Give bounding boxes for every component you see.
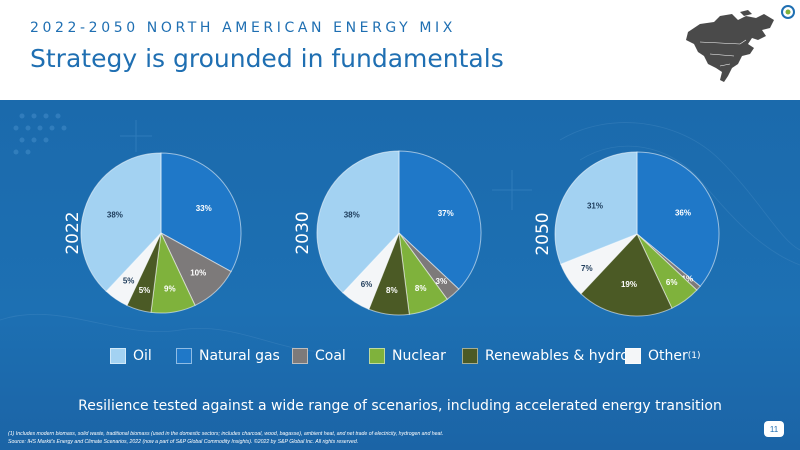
- legend-label: Nuclear: [392, 348, 446, 364]
- slice-value-label: 5%: [123, 277, 135, 286]
- pie-slice-natural-gas: [160, 152, 242, 273]
- pie-slice-renewables-hydro: [580, 233, 673, 317]
- page-number: 11: [764, 421, 784, 437]
- pie-year-label: 2030: [293, 211, 313, 254]
- slice-value-label: 38%: [107, 211, 123, 220]
- chart-legend: Oil Natural gas Coal Nuclear Renewables & hy…: [0, 346, 800, 368]
- legend-superscript: (1): [687, 351, 701, 361]
- legend-label: Natural gas: [199, 348, 280, 364]
- background-pattern: [0, 113, 800, 352]
- slice-value-label: 1%: [682, 275, 694, 284]
- footnote-line: (1) Includes modern biomass, solid waste…: [8, 431, 444, 437]
- slice-value-label: 38%: [344, 210, 360, 219]
- pie-slice-oil: [80, 152, 162, 293]
- legend-label: Renewables & hydro: [485, 348, 629, 364]
- slice-value-label: 19%: [621, 280, 637, 289]
- footnotes: (1) Includes modern biomass, solid waste…: [8, 430, 708, 446]
- pie-year-label: 2022: [63, 211, 83, 254]
- pie-year-label: 2050: [533, 212, 553, 255]
- north-america-map-icon: [686, 10, 774, 82]
- pie-charts: 33% 10% 9% 5% 5% 38% 2022 37% 3% 8% 8% 6% 38% 2030 36%…: [63, 150, 720, 317]
- legend-item: Renewables & hydro: [462, 346, 629, 366]
- slice-value-label: 33%: [196, 204, 212, 213]
- slice-value-label: 3%: [436, 277, 448, 286]
- slice-value-label: 10%: [190, 269, 206, 278]
- slice-value-label: 6%: [666, 278, 678, 287]
- legend-swatch: [369, 348, 385, 364]
- slide-header: 2022-2050 NORTH AMERICAN ENERGY MIX Stra…: [0, 0, 800, 100]
- slice-value-label: 8%: [386, 286, 398, 295]
- legend-item: Natural gas: [176, 346, 280, 366]
- slice-value-label: 37%: [438, 209, 454, 218]
- slice-value-label: 8%: [415, 284, 427, 293]
- pie-slice-oil: [316, 150, 400, 294]
- pie-chart-2022: 33% 10% 9% 5% 5% 38% 2022: [63, 152, 242, 314]
- slice-value-label: 36%: [675, 208, 691, 217]
- slice-value-label: 7%: [581, 264, 593, 273]
- legend-swatch: [625, 348, 641, 364]
- legend-label: Oil: [133, 348, 152, 364]
- slice-value-label: 31%: [587, 201, 603, 210]
- legend-item: Oil: [110, 346, 152, 366]
- legend-label: Coal: [315, 348, 346, 364]
- slice-value-label: 9%: [164, 284, 176, 293]
- slice-value-label: 6%: [361, 280, 373, 289]
- pie-chart-2030: 37% 3% 8% 8% 6% 38% 2030: [293, 150, 482, 316]
- slide-eyebrow: 2022-2050 NORTH AMERICAN ENERGY MIX: [30, 20, 456, 36]
- legend-swatch: [462, 348, 478, 364]
- footnote-line: Source: IHS Markit's Energy and Climate …: [8, 439, 359, 445]
- legend-swatch: [292, 348, 308, 364]
- slice-value-label: 5%: [139, 286, 151, 295]
- pie-slice-natural-gas: [636, 151, 720, 287]
- pie-chart-2050: 36% 1% 6% 19% 7% 31% 2050: [533, 151, 720, 317]
- legend-swatch: [176, 348, 192, 364]
- legend-item: Other (1): [625, 346, 701, 366]
- tagline: Resilience tested against a wide range o…: [78, 398, 722, 414]
- company-logo-icon: [781, 5, 795, 19]
- legend-item: Coal: [292, 346, 346, 366]
- legend-item: Nuclear: [369, 346, 446, 366]
- slide-title: Strategy is grounded in fundamentals: [30, 44, 504, 73]
- legend-label: Other: [648, 348, 688, 364]
- pie-slice-oil: [554, 151, 638, 265]
- pie-slice-natural-gas: [398, 150, 482, 290]
- legend-swatch: [110, 348, 126, 364]
